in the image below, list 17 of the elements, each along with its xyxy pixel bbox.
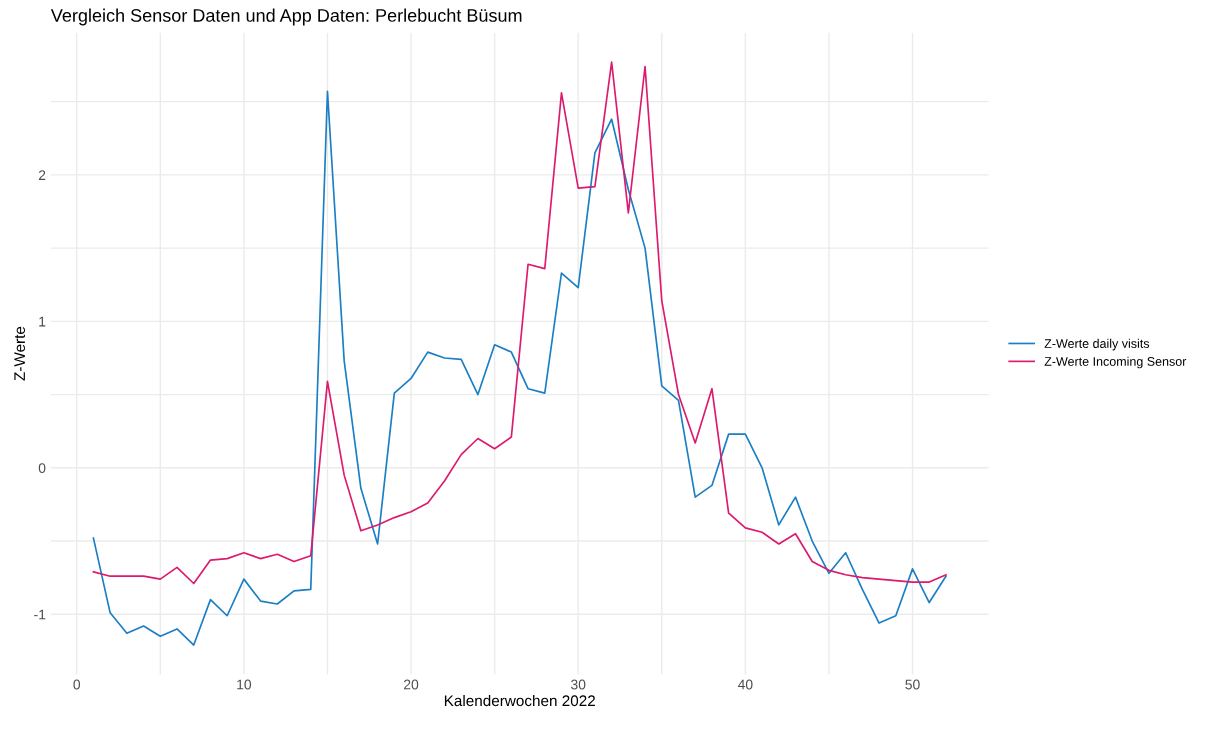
x-tick-label: 30 <box>571 679 586 690</box>
legend-label: Z-Werte daily visits <box>1044 338 1150 351</box>
x-axis-title: Kalenderwochen 2022 <box>444 694 595 707</box>
line-series <box>92 90 947 646</box>
y-tick-label: 0 <box>38 463 46 473</box>
x-tick-label: 50 <box>905 679 920 690</box>
x-tick-label: 10 <box>237 679 252 690</box>
y-tick-label: 1 <box>39 316 46 327</box>
x-tick-label: 0 <box>73 679 81 690</box>
x-tick-label: 20 <box>404 679 419 690</box>
x-tick-label: 40 <box>737 679 753 690</box>
legend-label: Z-Werte Incoming Sensor <box>1044 356 1187 369</box>
line-series <box>92 61 947 585</box>
chart-title: Vergleich Sensor Daten und App Daten: Perlebucht Büsum <box>50 8 522 26</box>
y-axis-title: Z-Werte <box>14 326 26 381</box>
y-tick-label: -1 <box>34 609 46 620</box>
y-tick-label: 2 <box>38 170 46 180</box>
